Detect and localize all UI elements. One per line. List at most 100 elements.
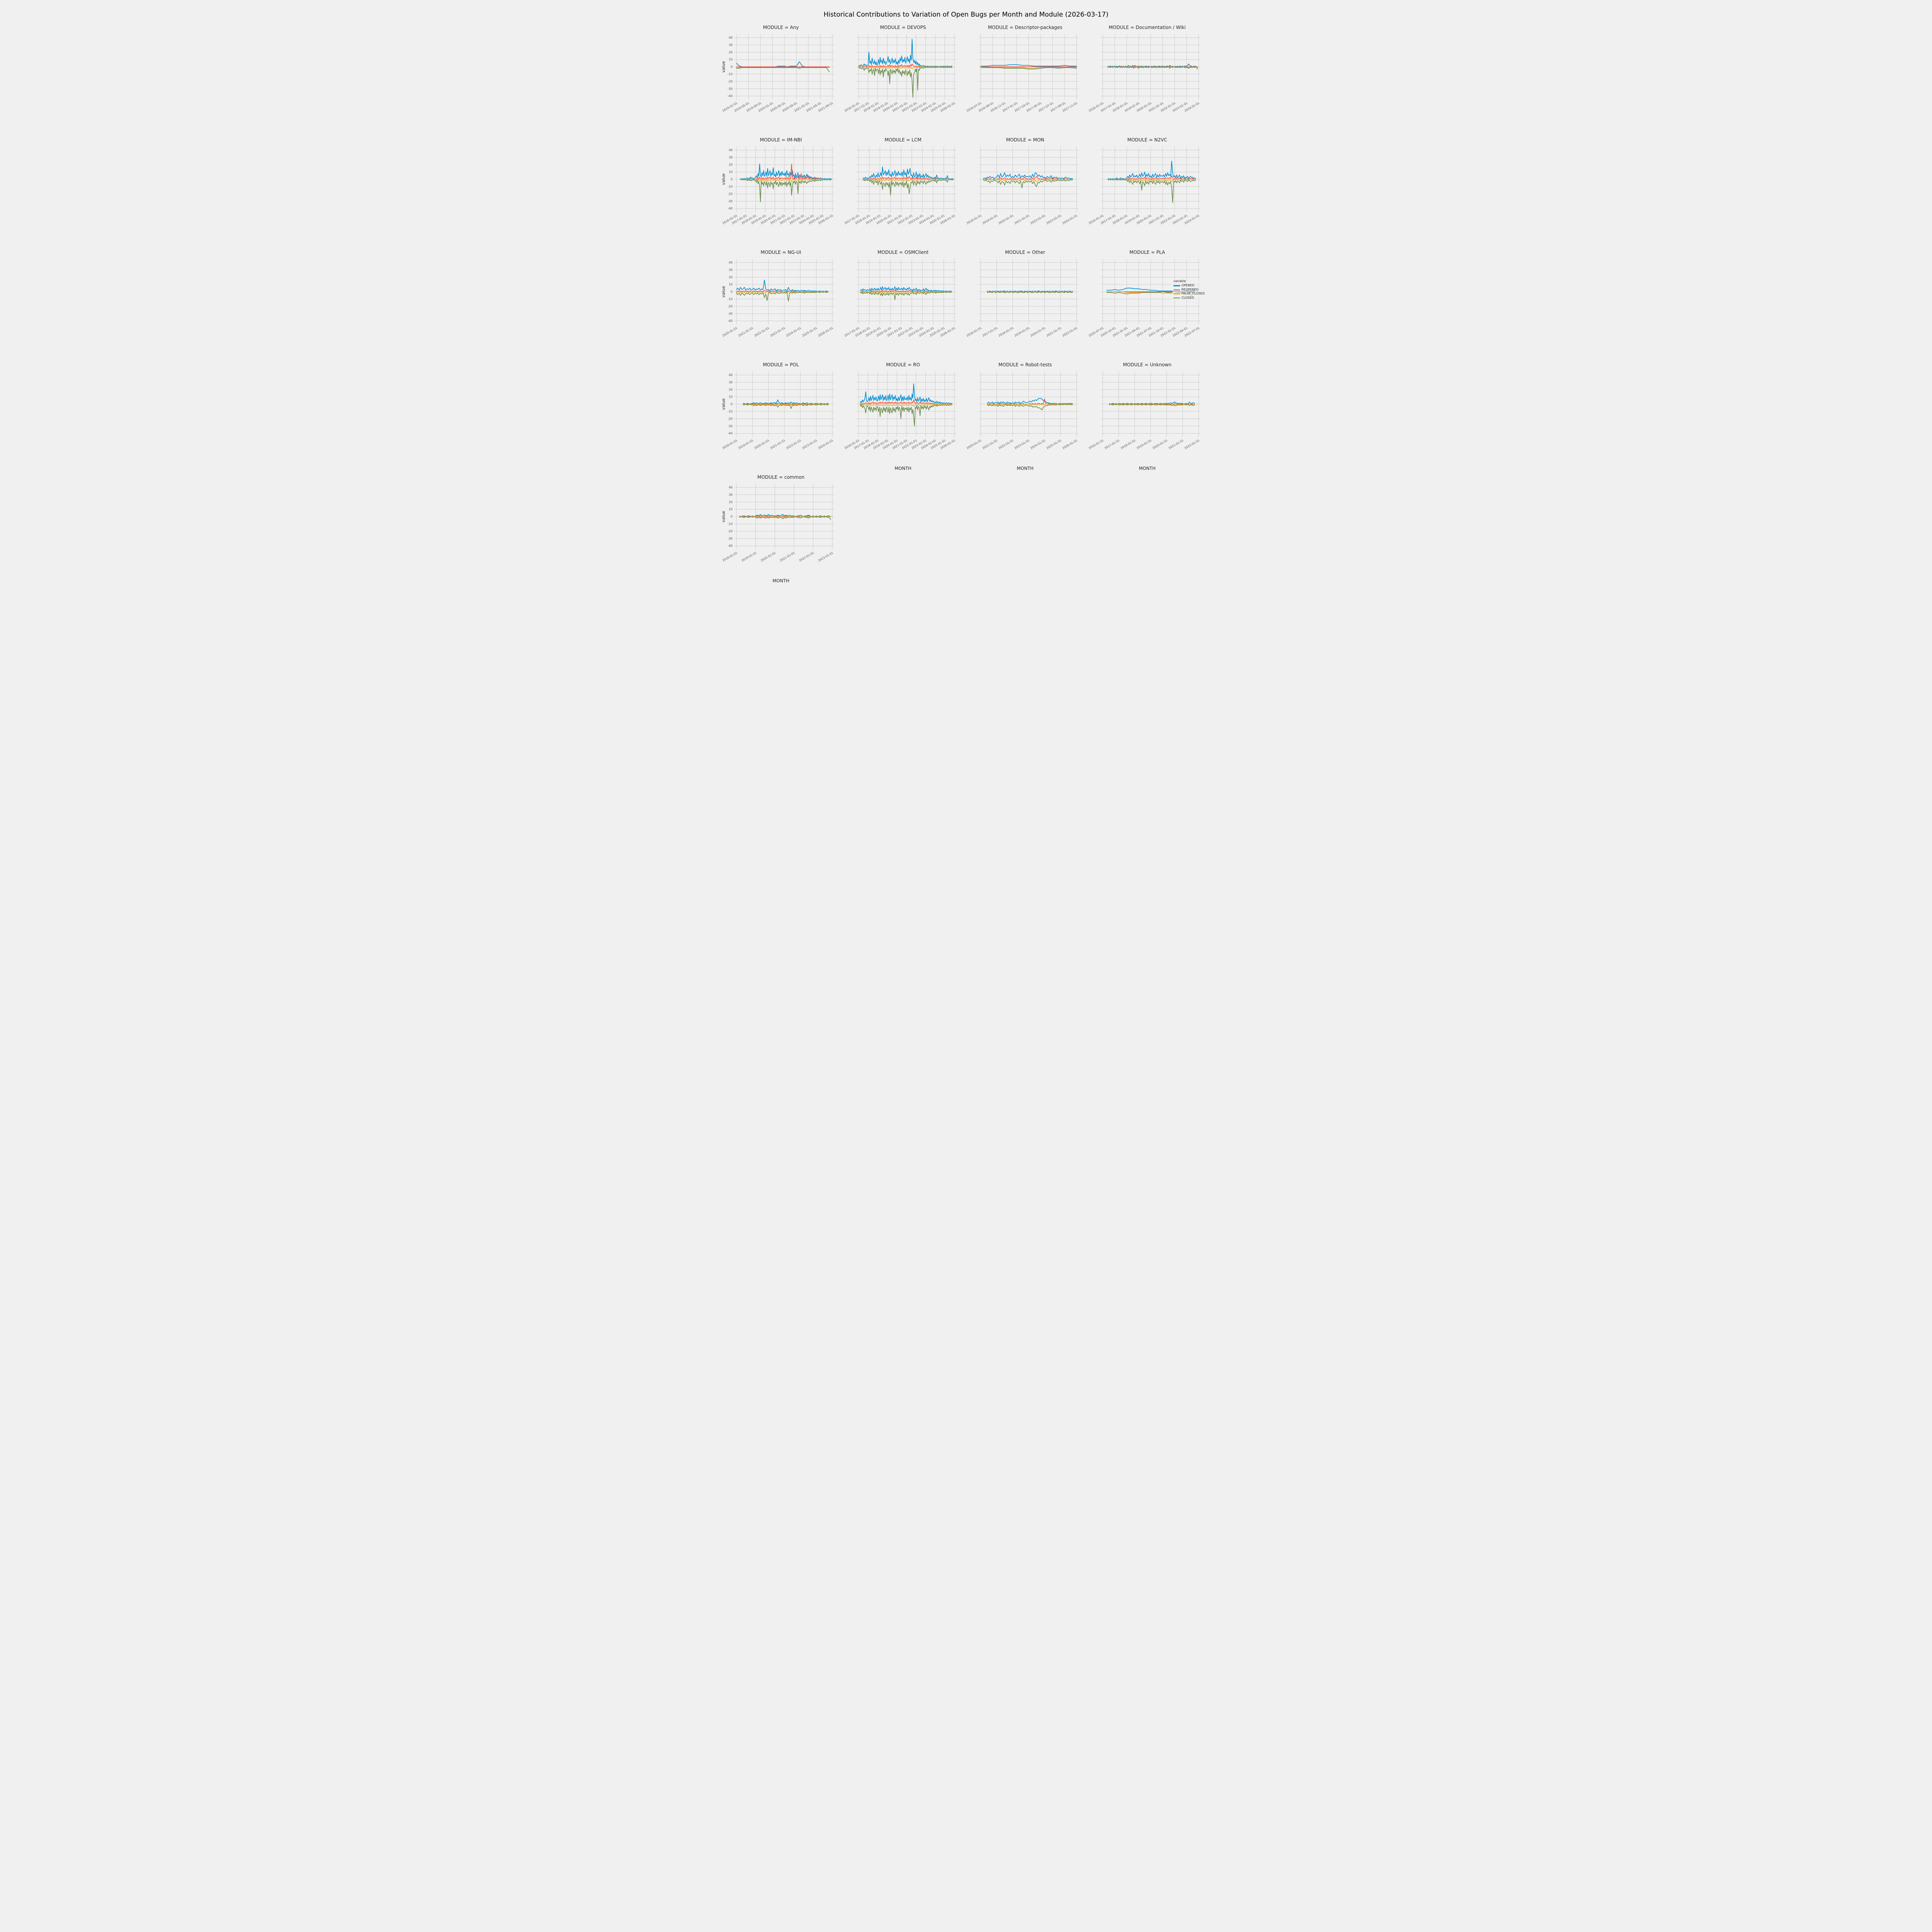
x-tick-label: 2026-01-01 <box>818 326 834 338</box>
line-opened <box>983 172 1073 179</box>
facet-lcm: MODULE = LCM 2017-01-01 2018-01-01 2019-01… <box>844 137 963 247</box>
x-axis-label <box>966 241 1085 247</box>
facet-title: MODULE = PLA <box>1129 250 1165 255</box>
y-tick-label: 20 <box>729 276 733 279</box>
x-axis-label <box>844 353 963 359</box>
line-opened <box>1107 63 1198 67</box>
legend-item-opened: OPENED <box>1173 284 1205 287</box>
x-axis-label <box>721 466 840 471</box>
legend-label: OPENED <box>1181 284 1195 287</box>
facet-plot: 2016-01-012017-01-012018-01-012019-01-01… <box>1088 146 1201 225</box>
line-closed <box>1107 66 1198 70</box>
facet-title: MODULE = Documentation / Wiki <box>1109 25 1186 30</box>
facet-plot: 2017-01-012018-01-012019-01-012020-01-01… <box>844 259 956 338</box>
facet-title: MODULE = NG-UI <box>760 250 801 255</box>
facet-grid: MODULE = Any -40 -30 -20 -10 0 10 20 30 40 2019-0… <box>714 25 1218 584</box>
facet-descriptor-packages: MODULE = Descriptor-packages 2016-07-01 2… <box>966 25 1085 134</box>
facet-plot: 2020-01-01 2021-01-01 2022-01-01 2023-01-01… <box>966 371 1078 450</box>
y-tick-label: 30 <box>729 493 733 497</box>
y-tick-label: 40 <box>729 373 733 377</box>
legend-label: FALSE_CLOSED <box>1181 292 1205 296</box>
y-tick-label: 40 <box>729 148 733 152</box>
legend-title: variable <box>1173 279 1186 283</box>
x-tick-label: 2024-01-01 <box>1062 214 1078 225</box>
y-axis-label: value <box>721 511 726 522</box>
line-false-closed <box>860 404 952 407</box>
facet-title: MODULE = OSMClient <box>878 250 929 255</box>
x-tick-label: 2019-01-01 <box>1136 439 1152 450</box>
line-closed <box>736 291 829 302</box>
facet-ro: MODULE = RO 2016-01-01 2017-01-01 2018-01-… <box>844 362 963 471</box>
facet-title: MODULE = Descriptor-packages <box>988 25 1063 30</box>
y-tick-label: -40 <box>728 207 733 210</box>
x-axis-label: MONTH <box>1017 466 1034 471</box>
y-tick-label: -30 <box>728 312 733 315</box>
facet-title: MODULE = DEVOPS <box>880 25 926 30</box>
x-axis-label <box>721 241 840 247</box>
x-tick-label: 2022-01-01 <box>1030 214 1046 225</box>
x-axis-label <box>966 128 1085 134</box>
x-tick-label: 2018-01-01 <box>1120 439 1136 450</box>
facet-documentation-wiki: MODULE = Documentation / Wiki 2016-01-01… <box>1088 25 1207 134</box>
line-opened <box>739 514 831 517</box>
y-tick-label: 30 <box>729 268 733 272</box>
line-closed <box>1107 179 1196 203</box>
line-false-closed <box>1107 179 1196 182</box>
line-opened <box>736 279 829 292</box>
line-closed <box>740 179 832 202</box>
facet-title: MODULE = RO <box>886 362 920 367</box>
x-tick-label: 2023-01-01 <box>818 551 834 563</box>
line-false-closed <box>860 291 952 294</box>
facet-title: MODULE = LCM <box>884 137 922 143</box>
y-axis-label: value <box>721 398 726 410</box>
x-axis-label <box>1088 353 1207 359</box>
legend-label: REOPENED <box>1181 287 1199 291</box>
facet-title: MODULE = Unknown <box>1123 362 1172 367</box>
x-tick-label: 2023-01-01 <box>801 439 818 450</box>
x-tick-label: 2016-01-01 <box>966 326 982 338</box>
y-tick-label: -10 <box>728 522 733 526</box>
y-tick-label: -20 <box>728 192 733 196</box>
y-tick-label: -20 <box>728 529 733 533</box>
facet-title: MODULE = POL <box>763 362 799 367</box>
facet-plot: -40 -30 -20 -10 0 10 20 30 40 2020-01-01 2021-01-0… <box>721 259 834 338</box>
x-axis-label <box>1088 241 1207 247</box>
x-axis-label <box>721 353 840 359</box>
line-opened <box>1107 160 1196 180</box>
x-tick-label: 2021-01-01 <box>770 439 786 450</box>
y-tick-label: 20 <box>729 51 733 54</box>
facet-plot: 2020-07-012020-10-012021-01-012021-04-01… <box>1088 259 1201 338</box>
line-closed <box>983 180 1073 189</box>
facet-common: MODULE = common -40 -30 -20 -10 0 10 20 30 40 201… <box>721 474 840 584</box>
y-tick-label: 10 <box>729 58 733 61</box>
line-opened <box>860 383 952 404</box>
legend-swatch-opened <box>1173 285 1180 286</box>
x-tick-label: 2024-01-01 <box>1030 439 1046 450</box>
x-tick-label: 2020-01-01 <box>998 214 1014 225</box>
x-tick-label: 2025-01-01 <box>801 326 818 338</box>
x-tick-label: 2025-01-01 <box>1046 439 1062 450</box>
x-axis-label <box>1088 128 1207 134</box>
y-tick-label: -40 <box>728 544 733 548</box>
y-tick-label: -20 <box>728 417 733 420</box>
y-tick-label: -40 <box>728 319 733 323</box>
facet-plot: 2016-01-012017-01-012018-01-012019-01-01… <box>844 371 956 450</box>
y-tick-label: 10 <box>729 395 733 399</box>
line-closed <box>736 67 830 73</box>
line-closed <box>739 516 831 520</box>
x-tick-label: 2022-01-01 <box>798 551 815 563</box>
facet-pla: MODULE = PLA 2020-07-01 2020-10-01 2021-01… <box>1088 250 1207 359</box>
y-tick-label: 10 <box>729 283 733 286</box>
y-tick-label: 0 <box>731 178 733 181</box>
line-opened <box>862 167 954 180</box>
y-tick-label: 0 <box>731 515 733 519</box>
y-tick-label: -10 <box>728 73 733 76</box>
line-false-closed <box>983 179 1073 182</box>
x-tick-label: 2019-01-01 <box>982 214 998 225</box>
x-tick-label: 2021-01-01 <box>738 326 754 338</box>
x-tick-label: 2019-01-01 <box>1014 326 1030 338</box>
facet-title: MODULE = Any <box>763 25 799 30</box>
facet-unknown: MODULE = Unknown 2016-01-01 2017-01-01 201… <box>1088 362 1207 471</box>
facet-mon: MODULE = MON 2018-01-01 2019-01-01 2020-01… <box>966 137 1085 247</box>
